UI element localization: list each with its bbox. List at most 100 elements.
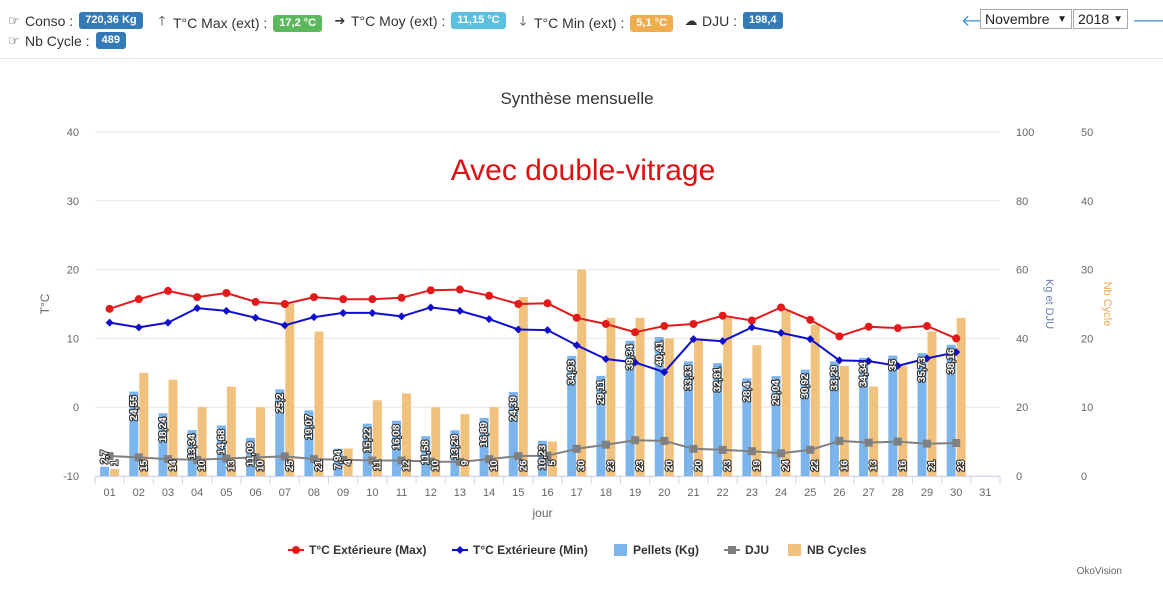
arrow-right-icon: ➔ (334, 12, 346, 28)
y-cycle-tick-label: 10 (1081, 402, 1093, 414)
bar-cycles (548, 441, 557, 476)
point-marker (835, 436, 844, 445)
point-marker (368, 456, 377, 465)
month-select-value: Novembre (985, 11, 1050, 27)
point-marker (251, 453, 260, 462)
x-tick-label: 30 (950, 487, 962, 499)
legend-item-label: Pellets (Kg) (633, 543, 699, 557)
y-cycle-tick-label: 40 (1081, 196, 1093, 208)
x-tick-label: 02 (133, 487, 145, 499)
bar-cycles (489, 407, 499, 476)
data-label-cycles: 23 (606, 460, 617, 472)
x-tick-label: 14 (483, 487, 495, 499)
arrow-up-icon: 🡑 (158, 13, 166, 28)
x-tick-label: 26 (833, 487, 845, 499)
bar-cycles (226, 386, 236, 476)
data-label-cycles: 11 (372, 460, 383, 471)
bar-cycles (285, 304, 295, 476)
tmoy-stat: ➔ T°C Moy (ext) : 11,15 °C (333, 12, 506, 29)
point-marker (572, 313, 581, 322)
month-select[interactable]: Novembre ▼ (980, 9, 1072, 29)
y-left-tick-label: 30 (67, 196, 79, 208)
bar-cycles (635, 317, 645, 476)
point-marker (689, 444, 698, 453)
cycles-label: Nb Cycle : (25, 32, 90, 49)
data-label-pellets: 16,89 (479, 421, 490, 446)
point-marker (718, 445, 727, 454)
tmax-label: T°C Max (ext) : (173, 15, 268, 31)
data-label-pellets: 16,08 (392, 424, 403, 449)
tmoy-badge: 11,15 °C (451, 12, 506, 29)
legend-item-label: NB Cycles (807, 543, 867, 557)
data-label-pellets: 35 (888, 359, 899, 371)
bar-cycles (927, 331, 937, 476)
point-marker (572, 341, 581, 350)
data-label-cycles: 24 (781, 460, 792, 472)
y-kg-tick-label: 100 (1016, 127, 1034, 139)
y-kg-tick-label: 20 (1016, 402, 1028, 414)
y-kg-tick-label: 80 (1016, 196, 1028, 208)
x-tick-label: 06 (249, 487, 261, 499)
x-tick-label: 09 (337, 487, 349, 499)
bar-pellets (538, 440, 547, 476)
data-label-cycles: 26 (518, 460, 529, 472)
bar-cycles (197, 407, 207, 476)
cycles-badge: 489 (95, 32, 126, 49)
point-marker (163, 318, 172, 327)
bar-cycles (431, 407, 441, 476)
x-tick-label: 19 (629, 487, 641, 499)
point-marker (718, 311, 727, 320)
data-label-pellets: 39,34 (625, 344, 636, 369)
tmin-stat: 🡓 T°C Min (ext) : 5,1 °C (516, 12, 674, 34)
y-kg-tick-label: 40 (1016, 333, 1028, 345)
series-line (109, 439, 957, 463)
point-marker (368, 308, 377, 317)
conso-badge: 720,36 Kg (79, 12, 143, 29)
x-tick-label: 10 (366, 487, 378, 499)
bar-cycles (723, 317, 733, 476)
tmax-stat: 🡑 T°C Max (ext) : 17,2 °C (155, 12, 323, 34)
bar-pellets (800, 369, 810, 476)
dju-badge: 198,4 (743, 12, 783, 29)
point-marker (601, 319, 610, 328)
point-marker (397, 312, 406, 321)
data-label-cycles: 20 (664, 460, 675, 472)
data-label-pellets: 40,41 (654, 341, 665, 366)
x-tick-label: 21 (687, 487, 699, 499)
year-select[interactable]: 2018 ▼ (1073, 9, 1128, 29)
data-label-cycles: 13 (869, 460, 880, 472)
x-tick-label: 29 (921, 487, 933, 499)
point-marker (864, 438, 873, 447)
data-label-cycles: 15 (139, 460, 150, 472)
bar-pellets (304, 410, 314, 476)
point-marker (397, 293, 406, 302)
point-marker (689, 319, 698, 328)
point-marker (339, 295, 348, 304)
legend-marker (728, 546, 736, 554)
bar-cycles (518, 297, 528, 476)
tmin-badge: 5,1 °C (630, 14, 674, 32)
data-label-cycles: 23 (635, 460, 646, 472)
point-marker (134, 323, 143, 332)
data-label-pellets: 30,92 (800, 373, 811, 398)
y-left-tick-label: 10 (67, 333, 79, 345)
tmin-label: T°C Min (ext) : (534, 15, 625, 31)
next-month-arrow-icon[interactable]: 🡒 (1132, 13, 1163, 30)
data-label-pellets: 38,16 (946, 348, 957, 373)
summary-toolbar: ☞ Conso : 720,36 Kg 🡑 T°C Max (ext) : 17… (0, 0, 1163, 59)
point-marker (309, 455, 318, 464)
point-marker (193, 304, 202, 313)
data-label-pellets: 35,73 (917, 357, 928, 382)
data-label-cycles: 21 (927, 460, 938, 472)
point-marker (426, 303, 435, 312)
x-tick-label: 01 (103, 487, 115, 499)
x-tick-label: 27 (863, 487, 875, 499)
point-marker (514, 452, 523, 461)
tmoy-label: T°C Moy (ext) : (351, 12, 446, 29)
point-marker (485, 315, 494, 324)
bar-cycles (752, 345, 762, 476)
x-tick-label: 08 (308, 487, 320, 499)
bar-pellets (742, 378, 752, 476)
dju-label: DJU : (702, 12, 737, 29)
point-marker (747, 323, 756, 332)
